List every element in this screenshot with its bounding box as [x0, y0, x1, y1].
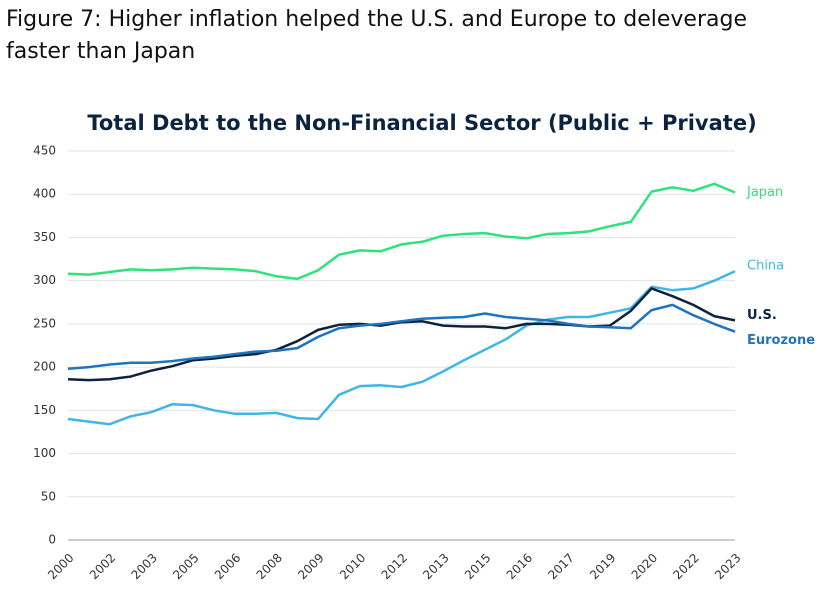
x-tick-label: 2022	[670, 551, 701, 582]
x-tick-label: 2023	[712, 551, 743, 582]
y-tick-label: 450	[33, 144, 56, 158]
chart-title: Total Debt to the Non-Financial Sector (…	[87, 111, 756, 135]
series-line	[67, 303, 736, 371]
y-tick-label: 100	[33, 446, 56, 460]
y-tick-label: 250	[33, 316, 56, 330]
x-tick-label: 2015	[462, 551, 493, 582]
x-tick-label: 2010	[337, 551, 368, 582]
figure-heading: Figure 7: Higher inflation helped the U.…	[6, 7, 747, 64]
x-tick-label: 2008	[254, 551, 285, 582]
y-tick-label: 350	[33, 230, 56, 244]
series-line	[67, 270, 736, 426]
x-tick-label: 2016	[504, 551, 535, 582]
y-tick-label: 200	[33, 360, 56, 374]
x-tick-label: 2005	[170, 551, 201, 582]
x-tick-label: 2013	[420, 551, 451, 582]
x-tick-label: 2006	[212, 551, 243, 582]
y-tick-label: 50	[41, 489, 56, 503]
y-tick-label: 150	[33, 403, 56, 417]
series-line	[67, 182, 736, 281]
y-tick-label: 300	[33, 273, 56, 287]
series-label: Eurozone	[747, 333, 815, 348]
y-tick-label: 0	[48, 533, 56, 547]
series-label: China	[747, 259, 784, 274]
x-tick-label: 2020	[629, 551, 660, 582]
series-line	[67, 287, 736, 382]
x-tick-label: 2019	[587, 551, 618, 582]
series-label: U.S.	[747, 308, 777, 323]
series-label: Japan	[746, 185, 783, 200]
x-tick-label: 2012	[379, 551, 410, 582]
x-tick-label: 2000	[45, 551, 76, 582]
x-tick-label: 2017	[545, 551, 576, 582]
y-tick-label: 400	[33, 187, 56, 201]
x-tick-label: 2009	[295, 551, 326, 582]
x-tick-label: 2002	[87, 551, 118, 582]
x-tick-label: 2003	[128, 551, 159, 582]
